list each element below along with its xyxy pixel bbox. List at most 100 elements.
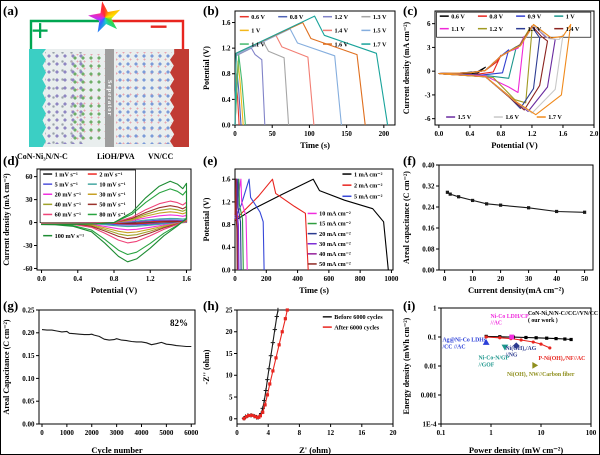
y-axis-label: Current density (mA cm⁻²) [402, 21, 411, 114]
marker-square [283, 317, 287, 321]
annotation: /CC //AC [442, 344, 466, 350]
marker-circle [498, 336, 502, 340]
panel-g-cycling-stability: (g) 0 1000 2000 3000 4000 5000 6000 0.00 0.05 0.1… [1, 296, 201, 454]
series-1.1 V [438, 35, 525, 94]
x-tick-label: 0 [233, 130, 237, 138]
marker-square [263, 403, 267, 407]
marker-square [247, 413, 251, 418]
y-axis-label: Current density (mA cm⁻²) [2, 173, 11, 266]
marker-square [253, 414, 257, 418]
legend-label: Before 6000 cycles [334, 314, 383, 321]
y-tick-label: 6 [427, 20, 431, 28]
legend-label: 1.2 V [335, 14, 349, 21]
positive-material-label: CoN-Ni₃N/N-C [17, 152, 68, 161]
marker-triangle-up [482, 339, 490, 345]
legend-label: 1.7 V [373, 41, 387, 48]
series-1.6 V [234, 21, 366, 126]
x-tick-label: 20 [390, 429, 398, 437]
marker-circle [539, 342, 543, 346]
y-tick-label: 0.4 [222, 244, 231, 252]
x-axis-label: Power density (mW cm⁻²) [469, 445, 563, 455]
panel-label: (g) [3, 298, 19, 313]
legend-label: 5 mA cm⁻² [354, 193, 383, 200]
marker-square [554, 337, 558, 341]
legend-label: 1.3 V [528, 26, 542, 33]
chart-svg-f: 0 10 20 30 40 50 0.00 0.08 0.16 0.24 0.32 0.40 Curre… [402, 161, 594, 295]
positive-electrode [29, 49, 46, 147]
annotation: Ni-Co-N/GP [479, 356, 510, 362]
series-60 mV s⁻¹ [40, 200, 188, 244]
plot-frame [438, 164, 594, 271]
series-1.7 V [438, 23, 572, 116]
series-1.7 V [234, 15, 389, 126]
chart-svg-h: 0 4 8 12 16 20 0 5 10 15 20 25 Z' (ohm) -Z'' (ohm) Bef… [202, 306, 398, 454]
plot-frame [236, 309, 394, 425]
legend-label: 0.9 V [528, 13, 542, 20]
series-50 mA cm⁻² [234, 178, 238, 271]
y-tick-label: 0.16 [422, 224, 435, 232]
panel-label: (d) [3, 153, 19, 168]
x-tick-label: 6000 [184, 429, 199, 437]
marker-triangle-right [532, 361, 539, 369]
electrolyte-label: LiOH/PVA [97, 152, 135, 161]
marker-square [583, 210, 587, 214]
legend-label: 1.5 V [458, 114, 472, 121]
component-labels: CoN-Ni₃N/N-C LiOH/PVA VN/CC [1, 152, 201, 166]
legend-label: 2 mA cm⁻² [354, 182, 383, 189]
y-axis-label: Energy density (mWh cm⁻²) [402, 317, 411, 414]
y-tick-label: 0.10 [22, 375, 35, 383]
negative-material-label: VN/CC [148, 152, 174, 161]
marker-square [485, 202, 489, 206]
vn-crystal [116, 52, 172, 144]
marker-square [569, 337, 573, 342]
legend-label: 15 mA cm⁻² [319, 221, 351, 228]
positive-wire [29, 19, 99, 57]
panel-b-gcd-voltage-windows: (b) 0 50 100 150 200 0.0 0.4 0.8 1.2 1.6 Time (s) P… [201, 1, 401, 151]
x-tick-label: 8 [298, 429, 302, 437]
legend-label: 40 mV s⁻¹ [55, 202, 81, 209]
marker-square [244, 415, 248, 419]
marker-square [445, 190, 449, 194]
marker-square [563, 337, 567, 341]
y-tick-label: 30 [26, 196, 34, 204]
legend-label: 0.6 V [251, 14, 265, 21]
panel-label: (e) [203, 153, 218, 168]
y-axis-label: Areal Capacitance (C cm⁻²) [2, 319, 11, 414]
marker-circle [531, 340, 535, 344]
legend-label: 1 mV s⁻¹ [55, 171, 78, 178]
x-tick-label: 12 [327, 429, 335, 437]
x-axis-label: Potential (V) [91, 285, 138, 295]
circuit-wires [29, 19, 185, 59]
x-tick-label: 1.2 [146, 275, 155, 283]
negative-wire [107, 19, 185, 59]
legend-label: 20 mA cm⁻² [319, 231, 351, 238]
x-tick-label: 100 [304, 130, 315, 138]
legend-label: 60 mV s⁻¹ [55, 212, 81, 219]
chart-svg-i: 0.1 1 10 100 1E-4 0.001 0.01 0.1 1 Power density … [402, 304, 598, 455]
x-tick-label: 3000 [110, 429, 125, 437]
legend-label: 2 mV s⁻¹ [99, 171, 122, 178]
x-axis-label: Current density(mA cm⁻²) [468, 285, 564, 295]
x-tick-label: 0.1 [437, 429, 446, 437]
marker-square [457, 195, 461, 199]
annotation: //NG [505, 353, 518, 359]
x-tick-label: 0 [443, 275, 447, 283]
x-tick-label: 2.0 [590, 130, 599, 138]
x-tick-label: 0 [235, 429, 239, 437]
y-tick-label: 3 [427, 44, 431, 52]
nyquist-chart: 0 4 8 12 16 20 0 5 10 15 20 25 Z' (ohm) -Z'' (ohm) Bef… [201, 296, 401, 454]
annotation: ( our work ) [528, 317, 558, 324]
y-tick-label: 0.24 [422, 203, 435, 211]
x-tick-label: 400 [292, 275, 303, 283]
x-tick-label: 0.8 [110, 275, 119, 283]
legend-label: 10 mV s⁻¹ [99, 181, 125, 188]
positive-terminal-sign: + [31, 12, 50, 48]
series-2 mA cm⁻² [234, 178, 309, 271]
y-tick-label: 0.1 [428, 333, 437, 341]
series-1.1 V [234, 54, 246, 126]
y-axis-label: -Z'' (ohm) [202, 349, 211, 384]
chart-svg-c: 0.0 0.4 0.8 1.2 1.6 2.0 -6 -3 0 3 6 Potential (V) Cu… [402, 10, 599, 150]
y-tick-label: 0.32 [422, 182, 435, 190]
series-0.9 V [438, 49, 510, 76]
